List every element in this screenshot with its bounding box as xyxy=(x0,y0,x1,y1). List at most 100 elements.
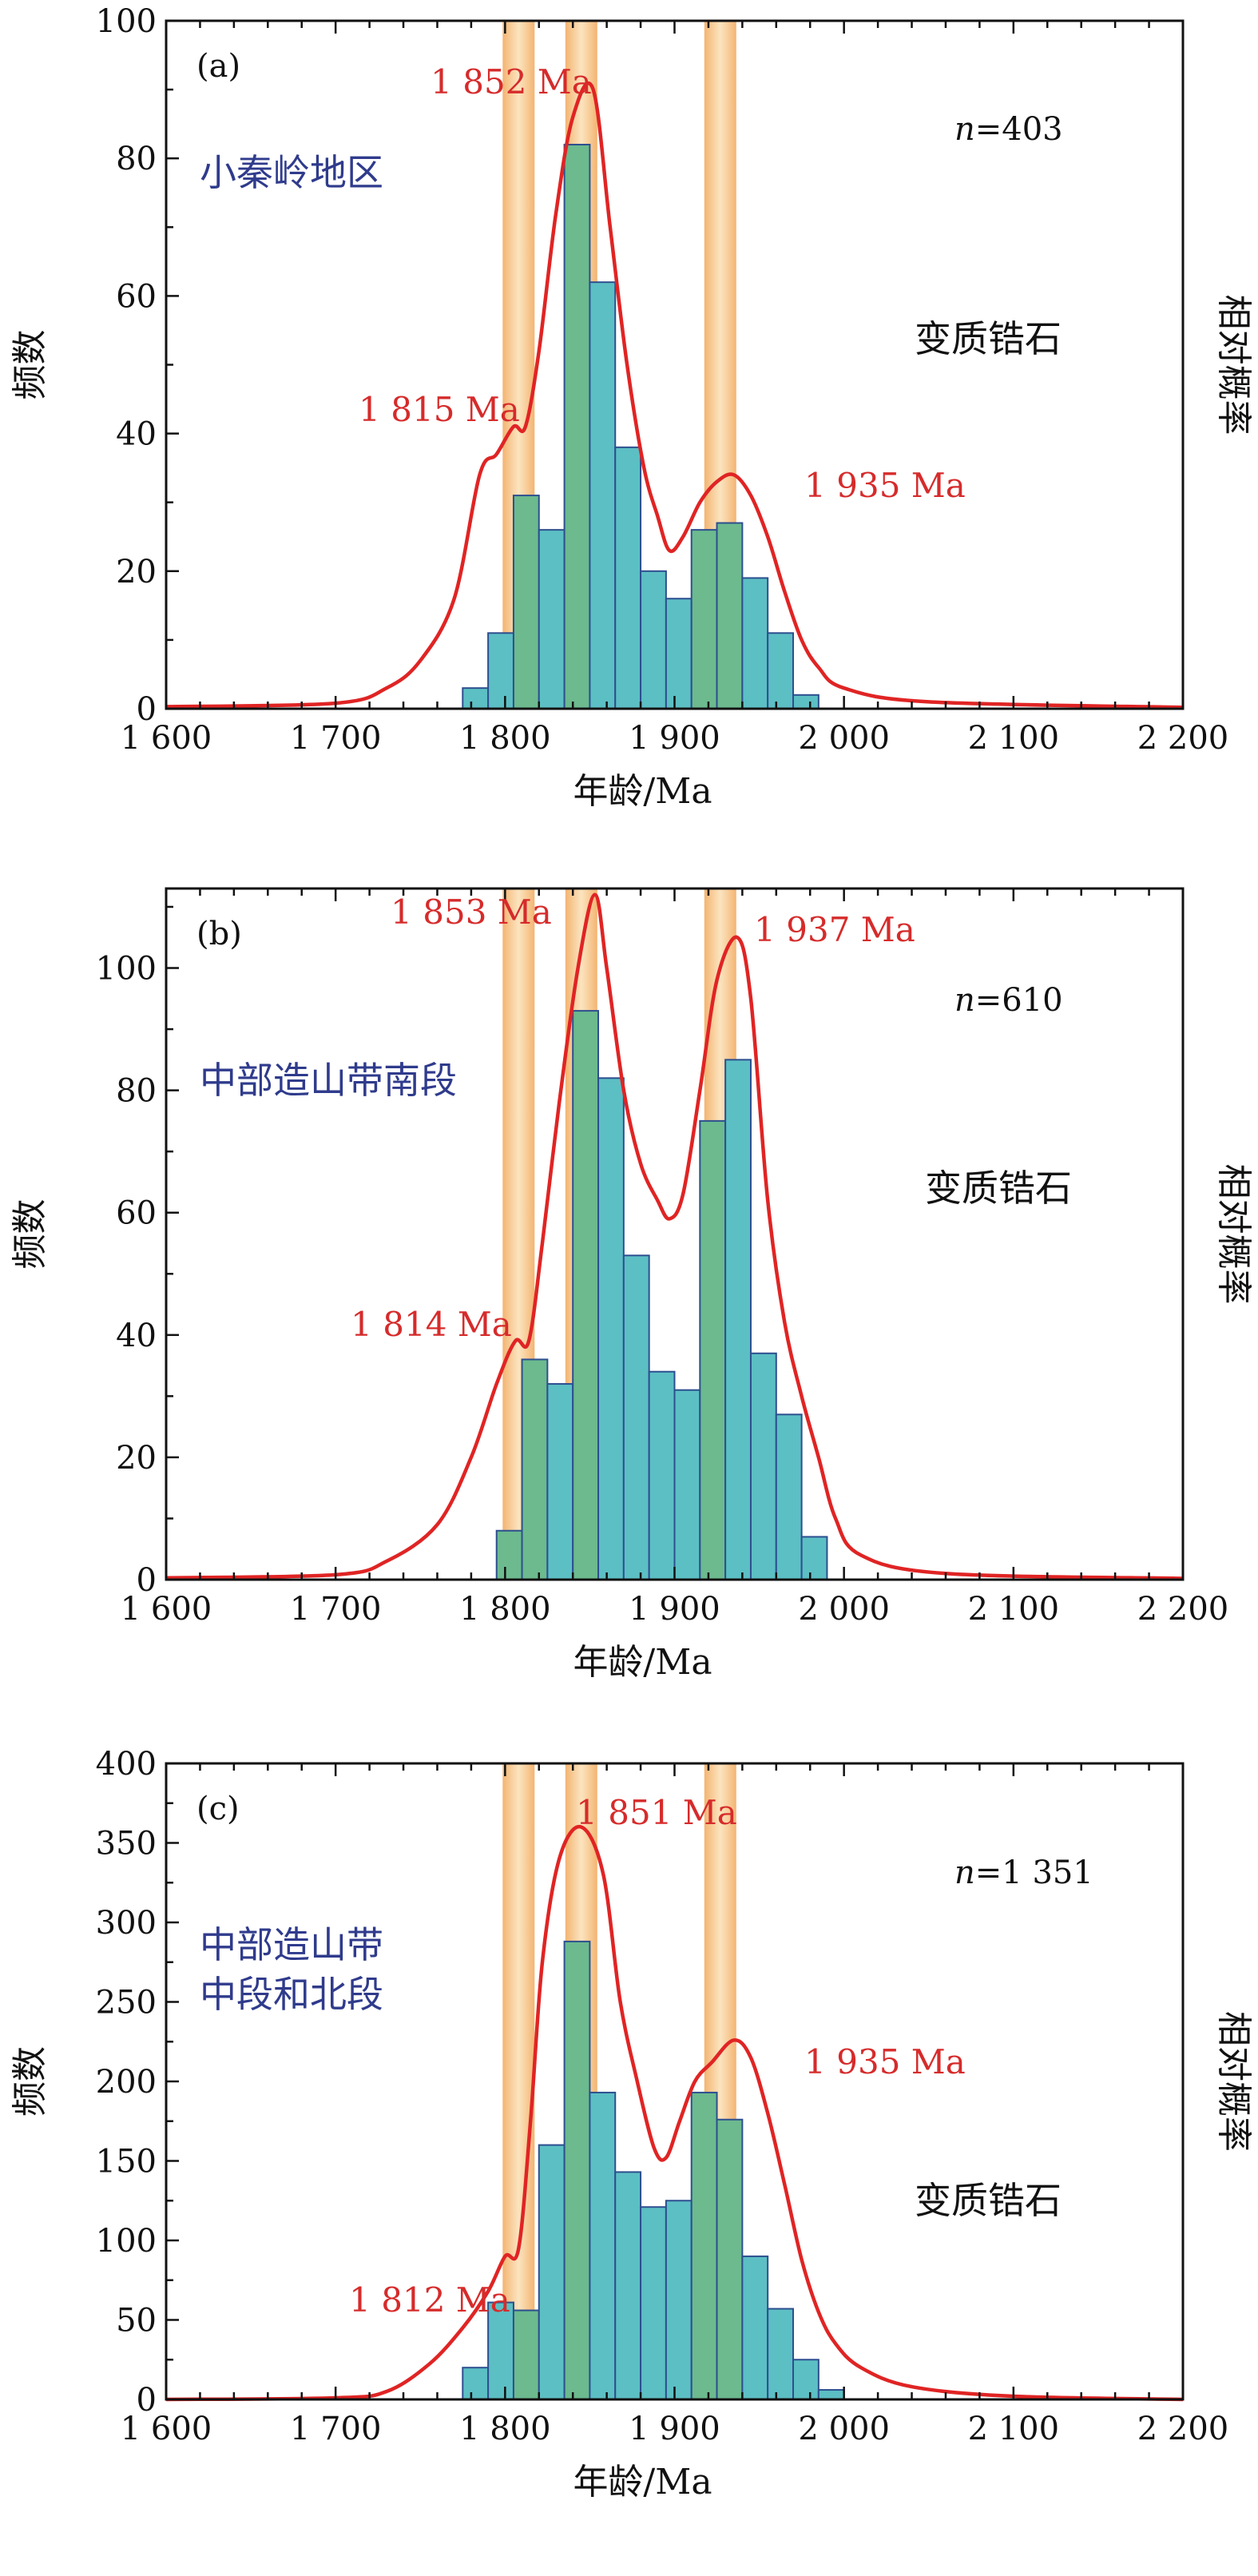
y-tick-label: 200 xyxy=(96,2064,157,2101)
probability-curve xyxy=(165,892,1184,1580)
histogram-bar xyxy=(767,632,795,710)
y-tick-label: 40 xyxy=(116,1318,157,1354)
peak-age-label: 1 812 Ma xyxy=(349,2280,510,2320)
y-tick-label: 20 xyxy=(116,1440,157,1477)
x-tick-label: 2 100 xyxy=(968,1591,1060,1628)
y-tick-label: 50 xyxy=(116,2303,157,2339)
y-tick-label: 100 xyxy=(96,951,157,988)
x-tick-label: 2 000 xyxy=(798,2411,890,2447)
y-tick-label: 80 xyxy=(116,1073,157,1110)
y-tick-label: 0 xyxy=(137,2382,157,2419)
sample-count: n=1 351 xyxy=(954,1854,1093,1891)
y2-axis-title: 相对概率 xyxy=(1213,2011,1254,2152)
y2-axis-title: 相对概率 xyxy=(1213,295,1254,435)
zircon-type-label: 变质锆石 xyxy=(915,317,1062,360)
peak-age-label: 1 935 Ma xyxy=(804,2042,966,2081)
histogram-bar xyxy=(462,687,490,710)
x-tick-label: 1 600 xyxy=(121,720,212,757)
histogram-bar xyxy=(462,2367,490,2400)
x-axis-title: 年龄/Ma xyxy=(573,1642,712,1683)
y-tick-label: 150 xyxy=(96,2144,157,2180)
y-tick-label: 0 xyxy=(137,1562,157,1599)
histogram-bar xyxy=(699,1119,727,1581)
histogram-bar xyxy=(512,2309,540,2401)
histogram-bar xyxy=(614,446,642,710)
histogram-bar xyxy=(597,1077,625,1580)
sample-count-value: =403 xyxy=(975,111,1063,148)
probability-curve xyxy=(165,81,1184,710)
histogram-bar xyxy=(775,1413,803,1581)
x-tick-label: 1 700 xyxy=(290,720,382,757)
y-tick-label: 100 xyxy=(96,3,157,40)
histogram-bar xyxy=(538,529,566,710)
y-tick-label: 100 xyxy=(96,2223,157,2260)
histogram-bar xyxy=(792,694,819,710)
peak-age-label: 1 852 Ma xyxy=(431,62,592,101)
histogram-bar xyxy=(716,522,744,710)
histogram-bar xyxy=(563,1940,591,2400)
y2-axis-title: 相对概率 xyxy=(1213,1164,1254,1305)
sample-count: n=403 xyxy=(954,111,1063,148)
y-axis-title: 频数 xyxy=(10,1199,50,1270)
histogram-bar xyxy=(665,598,692,710)
histogram-bar xyxy=(673,1389,701,1580)
y-tick-label: 20 xyxy=(116,554,157,590)
region-label: 中段和北段 xyxy=(200,1973,383,2016)
zircon-type-label: 变质锆石 xyxy=(915,2179,1062,2222)
histogram-bar xyxy=(800,1536,828,1580)
x-tick-label: 2 000 xyxy=(798,1591,890,1628)
panel-c: 1 600 1 700 1 800 1 900 2 000 2 100 2 200 0 50 10… xyxy=(10,1746,1254,2502)
y-axis-title: 频数 xyxy=(10,2046,50,2117)
x-tick-label: 1 900 xyxy=(629,1591,720,1628)
histogram-bar xyxy=(817,2389,845,2401)
x-tick-label: 2 000 xyxy=(798,720,890,757)
y-tick-label: 350 xyxy=(96,1826,157,1862)
histogram-bar xyxy=(512,495,540,710)
peak-age-label: 1 935 Ma xyxy=(804,466,966,505)
peak-age-label: 1 814 Ma xyxy=(351,1305,512,1344)
histogram-bar xyxy=(640,2206,667,2400)
histogram-bar xyxy=(690,2091,718,2400)
histogram-bar xyxy=(741,577,769,710)
y-tick-label: 40 xyxy=(116,416,157,453)
sample-count-value: =1 351 xyxy=(975,1854,1093,1891)
x-tick-label: 2 200 xyxy=(1137,1591,1229,1628)
x-tick-label: 1 800 xyxy=(459,720,551,757)
histogram-bar xyxy=(546,1383,574,1580)
x-axis-title: 年龄/Ma xyxy=(573,2462,712,2502)
panel-b: 1 600 1 700 1 800 1 900 2 000 2 100 2 200 0 20 40… xyxy=(10,887,1254,1683)
peak-age-label: 1 815 Ma xyxy=(359,390,520,429)
y-tick-label: 400 xyxy=(96,1746,157,1783)
x-tick-label: 1 600 xyxy=(121,1591,212,1628)
histogram-bar xyxy=(640,570,667,710)
histogram-bar xyxy=(622,1254,650,1580)
y-axis-title: 频数 xyxy=(10,330,50,400)
y-tick-label: 300 xyxy=(96,1905,157,1942)
x-tick-label: 1 900 xyxy=(629,720,720,757)
histogram-bar xyxy=(521,1358,549,1581)
probability-curve xyxy=(165,1824,1184,2402)
y-tick-label: 80 xyxy=(116,141,157,177)
x-tick-label: 1 600 xyxy=(121,2411,212,2447)
region-label: 小秦岭地区 xyxy=(200,151,383,194)
histogram-bar xyxy=(749,1352,777,1580)
x-tick-label: 1 700 xyxy=(290,1591,382,1628)
histogram-bar xyxy=(538,2144,566,2401)
x-axis-title: 年龄/Ma xyxy=(573,771,712,812)
panel-label: (a) xyxy=(196,48,240,85)
panel-a: 1 600 1 700 1 800 1 900 2 000 2 100 2 200 0 20 40… xyxy=(10,3,1254,812)
sample-count-value: =610 xyxy=(975,982,1063,1019)
zircon-type-label: 变质锆石 xyxy=(925,1167,1072,1210)
histogram-bar xyxy=(563,143,591,710)
peak-age-label: 1 937 Ma xyxy=(754,910,915,949)
histogram-bar xyxy=(716,2118,744,2400)
histogram-bar xyxy=(572,1010,600,1580)
y-tick-label: 0 xyxy=(137,691,157,728)
histogram-bar xyxy=(767,2308,795,2401)
peak-age-label: 1 853 Ma xyxy=(391,892,552,932)
sample-count: n=610 xyxy=(954,982,1063,1019)
x-tick-label: 1 900 xyxy=(629,2411,720,2447)
histogram-bar xyxy=(589,281,617,710)
sample-count-symbol: n xyxy=(954,1854,975,1891)
histogram-bar xyxy=(589,2091,617,2400)
